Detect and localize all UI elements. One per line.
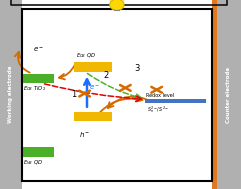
Text: $h^-$: $h^-$ (79, 130, 91, 139)
Text: $E_{CB}\ TiO_2$: $E_{CB}\ TiO_2$ (23, 84, 46, 93)
Text: 1: 1 (71, 90, 76, 99)
Text: 3: 3 (135, 64, 140, 74)
Bar (212, 0, 217, 189)
Text: Working electrode: Working electrode (8, 66, 13, 123)
Bar (145, 99, 206, 103)
Text: $E_{CB}\ QD$: $E_{CB}\ QD$ (76, 52, 96, 60)
Text: $E_{VB}\ QD$: $E_{VB}\ QD$ (23, 158, 43, 167)
Bar (74, 62, 112, 72)
Circle shape (110, 0, 124, 10)
Bar (23, 147, 54, 157)
Bar (0, 0, 22, 189)
Bar (22, 9, 212, 181)
Text: $e^-$: $e^-$ (33, 45, 44, 54)
Text: $S_n^{2-}/S^{2-}$: $S_n^{2-}/S^{2-}$ (147, 104, 169, 115)
Text: Redox level: Redox level (146, 93, 174, 98)
Bar (212, 0, 241, 189)
Bar (23, 74, 54, 83)
Text: 2: 2 (103, 71, 109, 80)
Text: $e^-$: $e^-$ (89, 83, 100, 92)
Bar (74, 112, 112, 121)
Text: Counter electrode: Counter electrode (227, 67, 231, 122)
